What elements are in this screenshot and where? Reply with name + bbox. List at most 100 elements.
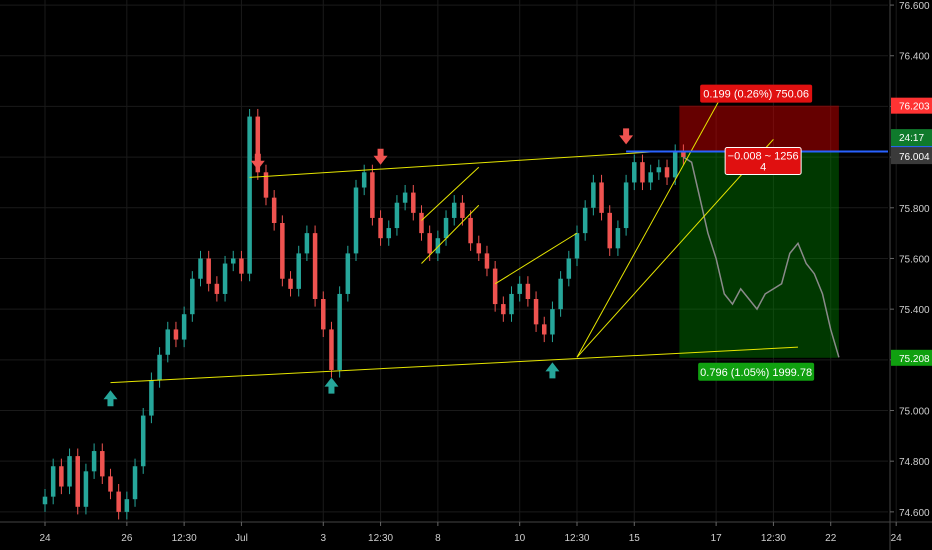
- candle-body: [165, 329, 171, 355]
- candle-body: [550, 309, 555, 335]
- current-price-label: 76.004: [899, 152, 930, 163]
- position-labels: 0.199 (0.26%) 750.06 0.796 (1.05%) 1999.7…: [698, 84, 815, 381]
- candle-body: [173, 329, 179, 340]
- candle-body: [75, 456, 80, 507]
- position-center-label-box: [724, 147, 802, 176]
- candle-body: [435, 238, 441, 254]
- time-tick-label: Jul: [235, 533, 248, 544]
- current-price-badge: [891, 147, 932, 165]
- trendline: [494, 232, 578, 285]
- candle-body: [83, 471, 89, 507]
- candle-body: [542, 324, 547, 335]
- target-level-label: 75.208: [899, 354, 930, 365]
- candle-body: [640, 162, 645, 183]
- candle-body: [623, 182, 629, 229]
- candle-body: [664, 167, 670, 178]
- time-tick-label: 12:30: [564, 533, 589, 544]
- price-tick-label: 75.800: [899, 204, 930, 215]
- candle-body: [460, 202, 465, 218]
- candle-body: [632, 162, 637, 183]
- candle-body: [67, 456, 72, 487]
- time-tick-label: 12:30: [172, 533, 197, 544]
- candle-body: [296, 253, 301, 289]
- candle-body: [91, 451, 97, 472]
- projection-line: [683, 156, 840, 358]
- stop-level-label-badge: [891, 97, 932, 114]
- time-axis[interactable]: 24 26 12:30 Jul 3 12:30 8 10 12:30 15 17 12:30 22 24: [39, 522, 902, 544]
- candle-body: [533, 299, 539, 325]
- candle-body: [394, 202, 400, 229]
- take-profit-label-box: [698, 362, 815, 381]
- trendline: [421, 166, 480, 221]
- candle-body: [263, 172, 269, 198]
- candle-body: [329, 329, 334, 370]
- candle-body: [345, 253, 351, 294]
- candle-body: [402, 192, 408, 203]
- candle-body: [124, 499, 130, 512]
- candle-body: [656, 167, 662, 173]
- candle-body: [574, 233, 580, 259]
- price-tick-label: 75.400: [899, 305, 930, 316]
- candle-body: [591, 182, 596, 208]
- stop-loss-label-box: [700, 84, 813, 103]
- candle-body: [443, 217, 449, 239]
- candle-body: [255, 116, 261, 173]
- candle-body: [370, 172, 375, 218]
- candle-body: [476, 243, 482, 254]
- time-tick-label: 3: [320, 533, 326, 544]
- candle-body: [59, 466, 64, 487]
- buy-arrow-marker: [324, 377, 339, 394]
- stop-loss-label: 0.199 (0.26%) 750.06: [703, 89, 809, 101]
- candle-body: [361, 172, 367, 188]
- candle-body: [607, 212, 612, 249]
- candle-body: [108, 476, 113, 492]
- candle-body: [509, 293, 514, 315]
- candle-body: [116, 491, 121, 512]
- price-tick-label: 76.600: [899, 1, 930, 12]
- candle-body: [304, 233, 310, 254]
- candle-body: [214, 283, 220, 294]
- stop-level-label: 76.203: [899, 102, 930, 113]
- candle-body: [190, 278, 195, 315]
- time-tick-label: 12:30: [368, 533, 393, 544]
- candle-body: [247, 116, 252, 274]
- candle-body: [271, 197, 277, 223]
- buy-arrow-marker: [545, 362, 560, 379]
- candle-body: [353, 187, 359, 254]
- sell-arrow-marker: [619, 128, 634, 145]
- candle-body: [140, 415, 146, 467]
- candle-body: [468, 217, 473, 244]
- price-tick-label: 75.600: [899, 254, 930, 265]
- candle-body: [501, 304, 506, 315]
- price-axis[interactable]: 76.60076.40076.20076.00075.80075.60075.4…: [890, 1, 932, 519]
- candle-body: [312, 233, 318, 300]
- candle-body: [181, 314, 187, 340]
- candle-body: [484, 253, 490, 269]
- sell-arrow-marker: [373, 148, 388, 165]
- candle-body: [222, 263, 228, 294]
- candle-body: [149, 380, 154, 416]
- candle-body: [378, 217, 383, 239]
- countdown-badge: [891, 129, 932, 147]
- price-tick-label: 75.000: [899, 407, 930, 418]
- stop-loss-zone: [679, 105, 839, 152]
- position-center-label-2: 4: [760, 162, 766, 174]
- price-tick-label: 74.600: [899, 508, 930, 519]
- time-tick-label: 22: [825, 533, 837, 544]
- time-tick-label: 10: [514, 533, 526, 544]
- trendline: [576, 90, 725, 358]
- time-tick-label: 26: [121, 533, 133, 544]
- candle-body: [517, 283, 522, 294]
- trendline: [249, 151, 651, 178]
- candle-body: [321, 299, 326, 330]
- time-tick-label: 24: [891, 533, 903, 544]
- take-profit-label: 0.796 (1.05%) 1999.78: [700, 367, 812, 379]
- position-zones: [679, 105, 839, 358]
- candle-body: [206, 258, 211, 284]
- time-tick-label: 15: [629, 533, 641, 544]
- candle-body: [386, 228, 391, 239]
- candle-body: [615, 228, 621, 249]
- candle-body: [157, 354, 162, 381]
- candle-body: [427, 233, 432, 254]
